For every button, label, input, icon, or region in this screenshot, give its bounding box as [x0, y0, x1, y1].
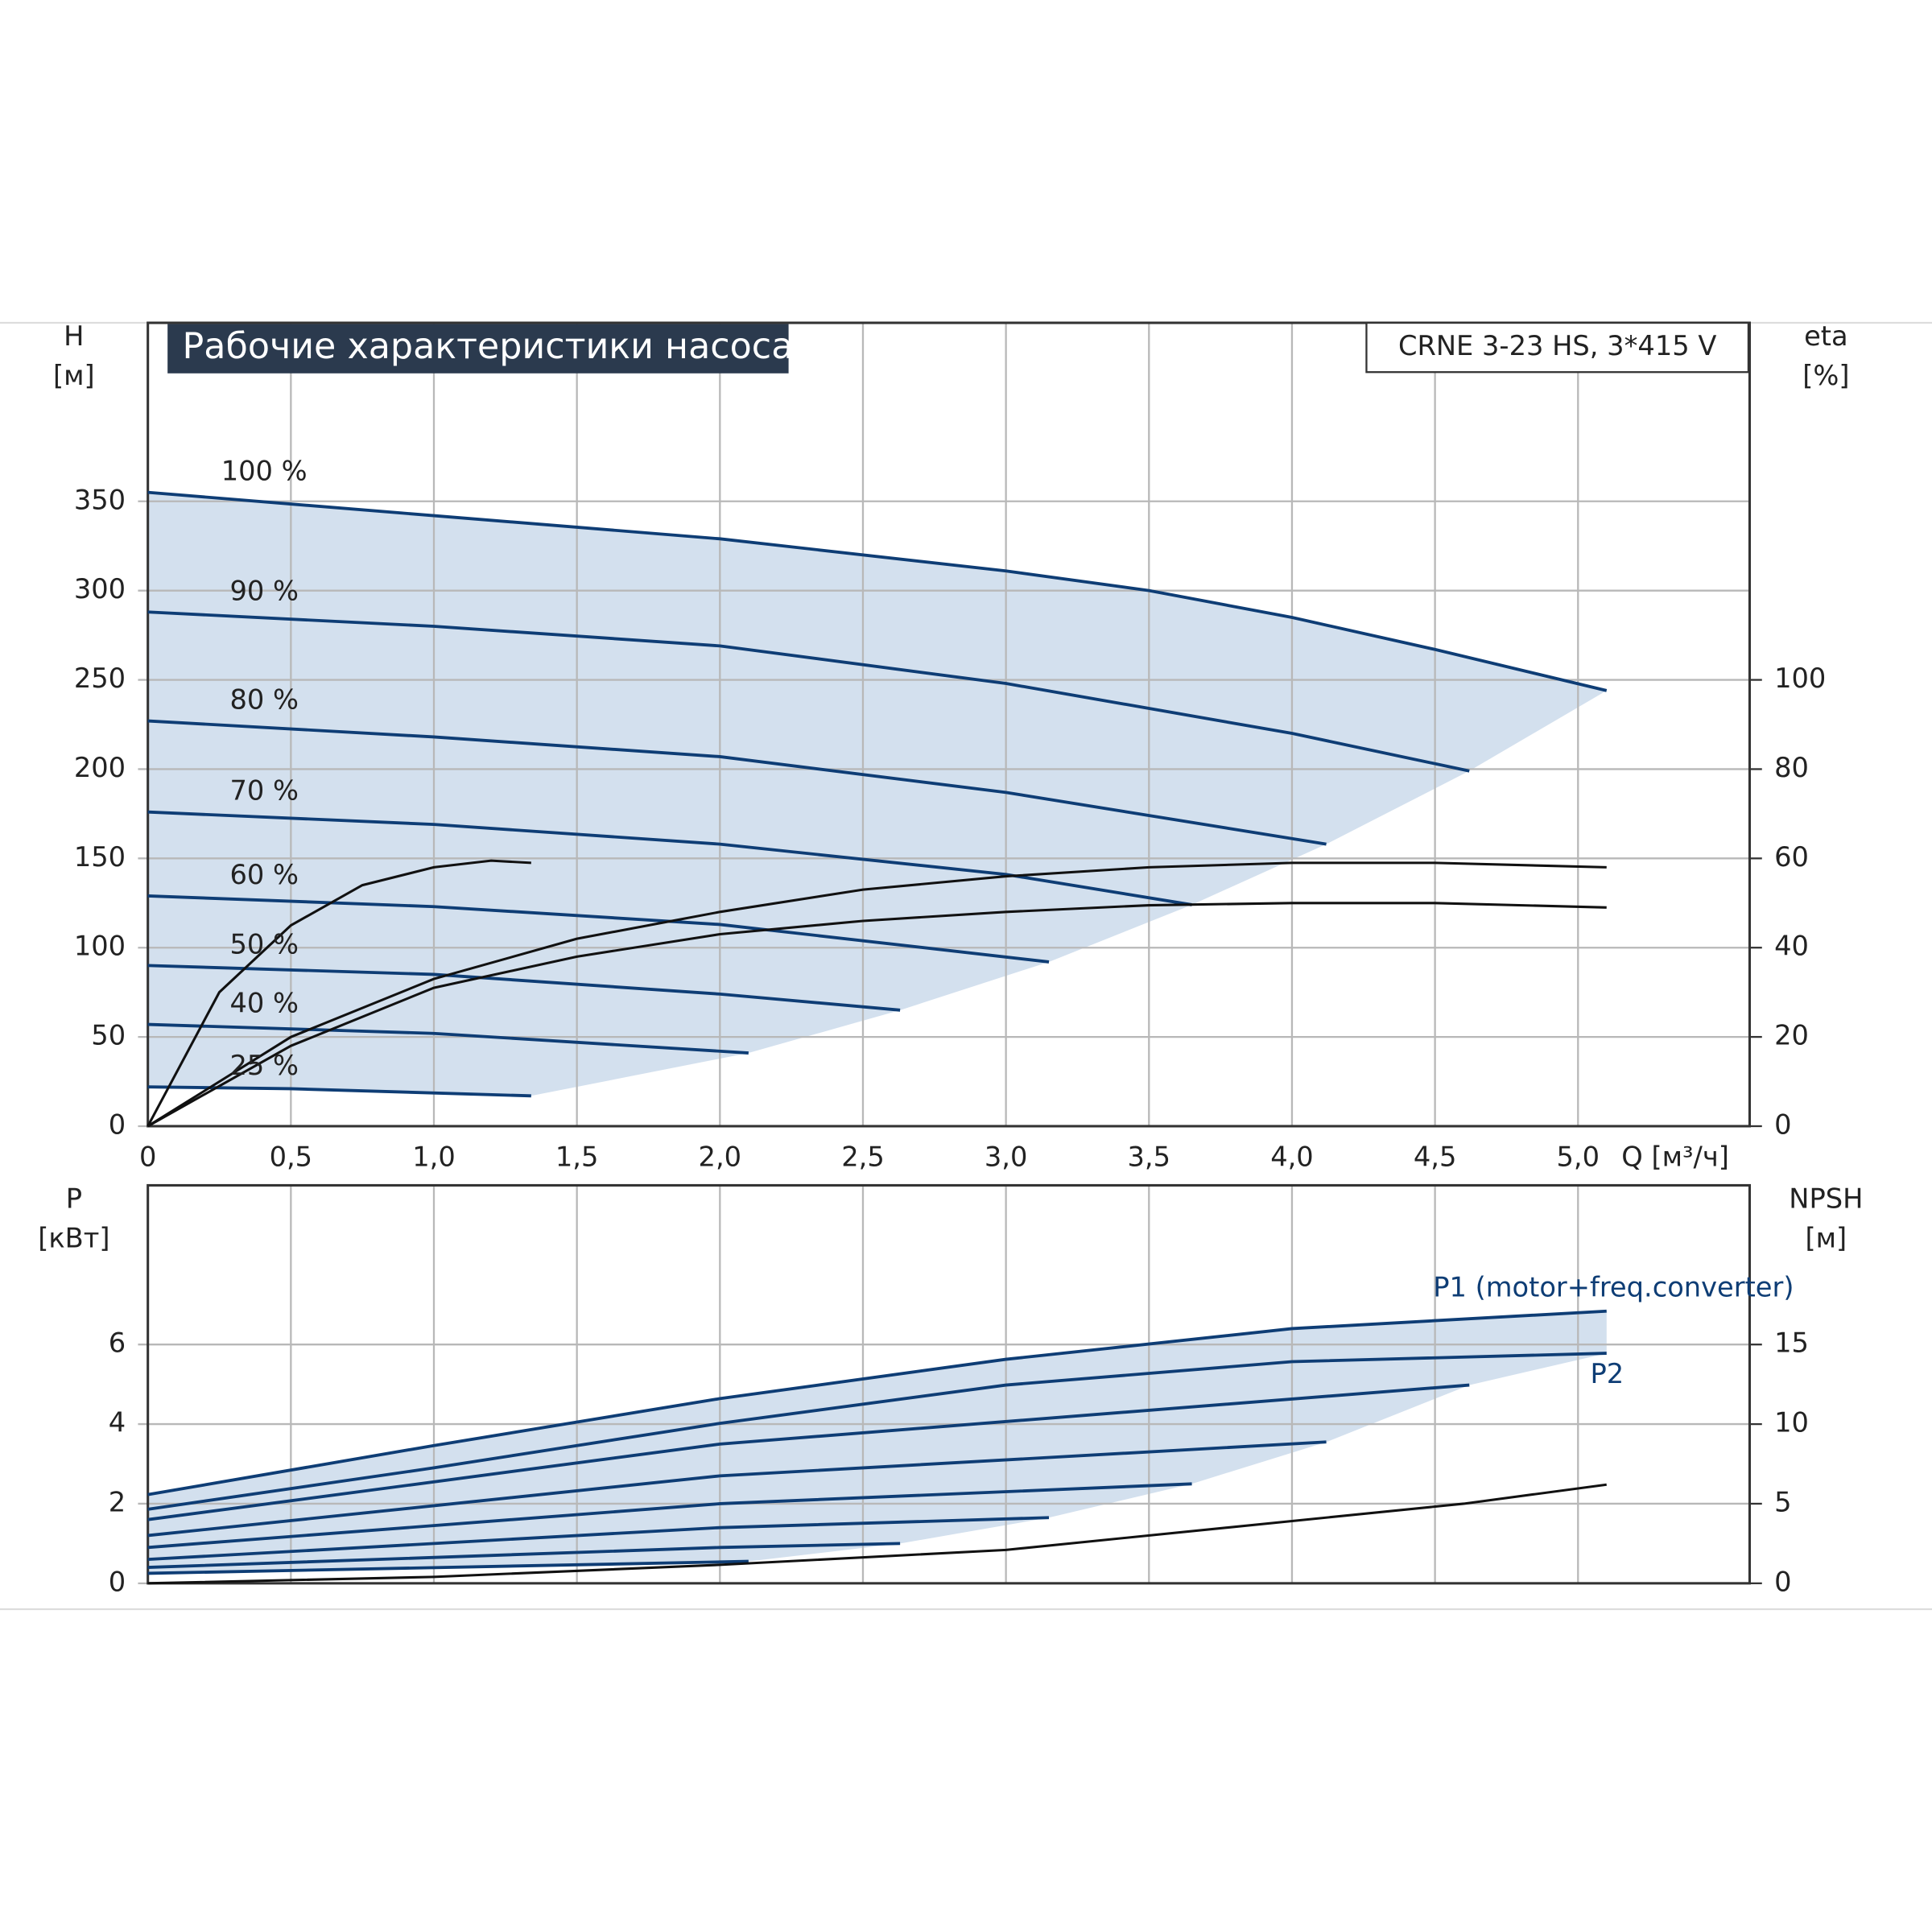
series-label: P1 (motor+freq.converter)	[1433, 1272, 1794, 1303]
series-label: 40 %	[229, 988, 299, 1019]
x-tick-label: 0,5	[270, 1141, 313, 1172]
y2-axis-unit: [%]	[1802, 360, 1849, 391]
y-tick-label: 2	[109, 1486, 126, 1517]
x-tick-label: 2,5	[841, 1141, 885, 1172]
y-tick-label: 6	[109, 1327, 126, 1359]
y2-axis-unit: [м]	[1806, 1222, 1847, 1253]
y-axis-label: H	[64, 320, 84, 352]
x-tick-label: 1,5	[555, 1141, 599, 1172]
y-axis-unit: [кВт]	[38, 1222, 109, 1253]
x-axis-label: Q [м³/ч]	[1621, 1141, 1729, 1172]
y-tick-label: 4	[109, 1407, 126, 1439]
y2-tick-label: 0	[1774, 1566, 1791, 1597]
model-label: CRNE 3-23 HS, 3*415 V	[1398, 330, 1716, 361]
curve	[147, 1352, 1607, 1511]
model-box	[1365, 321, 1750, 374]
grid-layer	[138, 321, 1762, 1585]
y-tick-label: 250	[74, 663, 126, 694]
x-tick-label: 4,0	[1270, 1141, 1314, 1172]
curve	[147, 1559, 749, 1575]
y2-tick-label: 100	[1774, 663, 1826, 694]
curve	[147, 1085, 531, 1098]
y-tick-label: 50	[91, 1020, 126, 1051]
series-label: 90 %	[229, 575, 299, 606]
series-label: 25 %	[229, 1050, 299, 1081]
x-tick-label: 2,0	[699, 1141, 742, 1172]
text-layer: 0 0,5 1,0 1,5 2,0 2,5 3,0 3,5 4,0 4,5 5,0050100150…	[38, 320, 1863, 1597]
secondary-curve	[147, 902, 1607, 1128]
secondary-curve	[147, 859, 531, 1127]
plot-frame	[147, 321, 1751, 1128]
y2-tick-label: 5	[1774, 1486, 1791, 1517]
y-tick-label: 100	[74, 931, 126, 962]
series-label: 60 %	[229, 859, 299, 890]
secondary-curve	[147, 1483, 1607, 1585]
y-tick-label: 300	[74, 573, 126, 605]
x-tick-label: 5,0	[1557, 1141, 1600, 1172]
curve	[147, 810, 1192, 906]
y2-tick-label: 60	[1774, 841, 1809, 873]
curve	[147, 1542, 901, 1570]
series-label: P2	[1591, 1358, 1624, 1389]
curve	[147, 1022, 749, 1055]
y-tick-label: 0	[109, 1108, 126, 1140]
curve	[147, 1516, 1050, 1562]
curve	[147, 610, 1470, 773]
y-tick-label: 350	[74, 484, 126, 515]
y2-axis-label: NPSH	[1789, 1183, 1863, 1214]
operating-range	[147, 492, 1607, 1096]
series-label: 80 %	[229, 684, 299, 716]
chart-title: Рабочие характеристики насоса	[183, 326, 794, 367]
curve	[147, 1309, 1607, 1496]
x-tick-label: 3,5	[1128, 1141, 1171, 1172]
y2-tick-label: 20	[1774, 1020, 1809, 1051]
secondary-curve	[147, 861, 1607, 1128]
x-tick-label: 3,0	[985, 1141, 1028, 1172]
y2-tick-label: 40	[1774, 931, 1809, 962]
curve	[147, 490, 1608, 692]
curve	[147, 1482, 1192, 1550]
y2-tick-label: 0	[1774, 1108, 1791, 1140]
title-box	[167, 324, 789, 374]
y-axis-label: P	[66, 1183, 82, 1214]
series-label: 50 %	[229, 928, 299, 960]
y-tick-label: 0	[109, 1566, 126, 1597]
curve	[147, 719, 1327, 846]
curve	[147, 1383, 1470, 1521]
operating-range	[147, 1311, 1607, 1574]
y2-tick-label: 80	[1774, 752, 1809, 783]
y-tick-label: 150	[74, 841, 126, 873]
x-tick-label: 4,5	[1414, 1141, 1457, 1172]
y2-tick-label: 10	[1774, 1407, 1809, 1439]
y2-tick-label: 15	[1774, 1327, 1809, 1359]
series-label: 70 %	[229, 775, 299, 807]
curve	[147, 894, 1050, 964]
curve	[147, 1440, 1327, 1538]
line-layer	[147, 490, 1608, 1585]
x-tick-label: 1,0	[412, 1141, 456, 1172]
series-label: 100 %	[221, 456, 308, 487]
curve	[147, 964, 901, 1012]
fill-layer	[147, 492, 1607, 1574]
plot-frame	[147, 1183, 1751, 1585]
y-tick-label: 200	[74, 752, 126, 783]
y-axis-unit: [м]	[53, 360, 95, 391]
x-tick-label: 0	[139, 1141, 156, 1172]
y2-axis-label: eta	[1804, 320, 1848, 352]
